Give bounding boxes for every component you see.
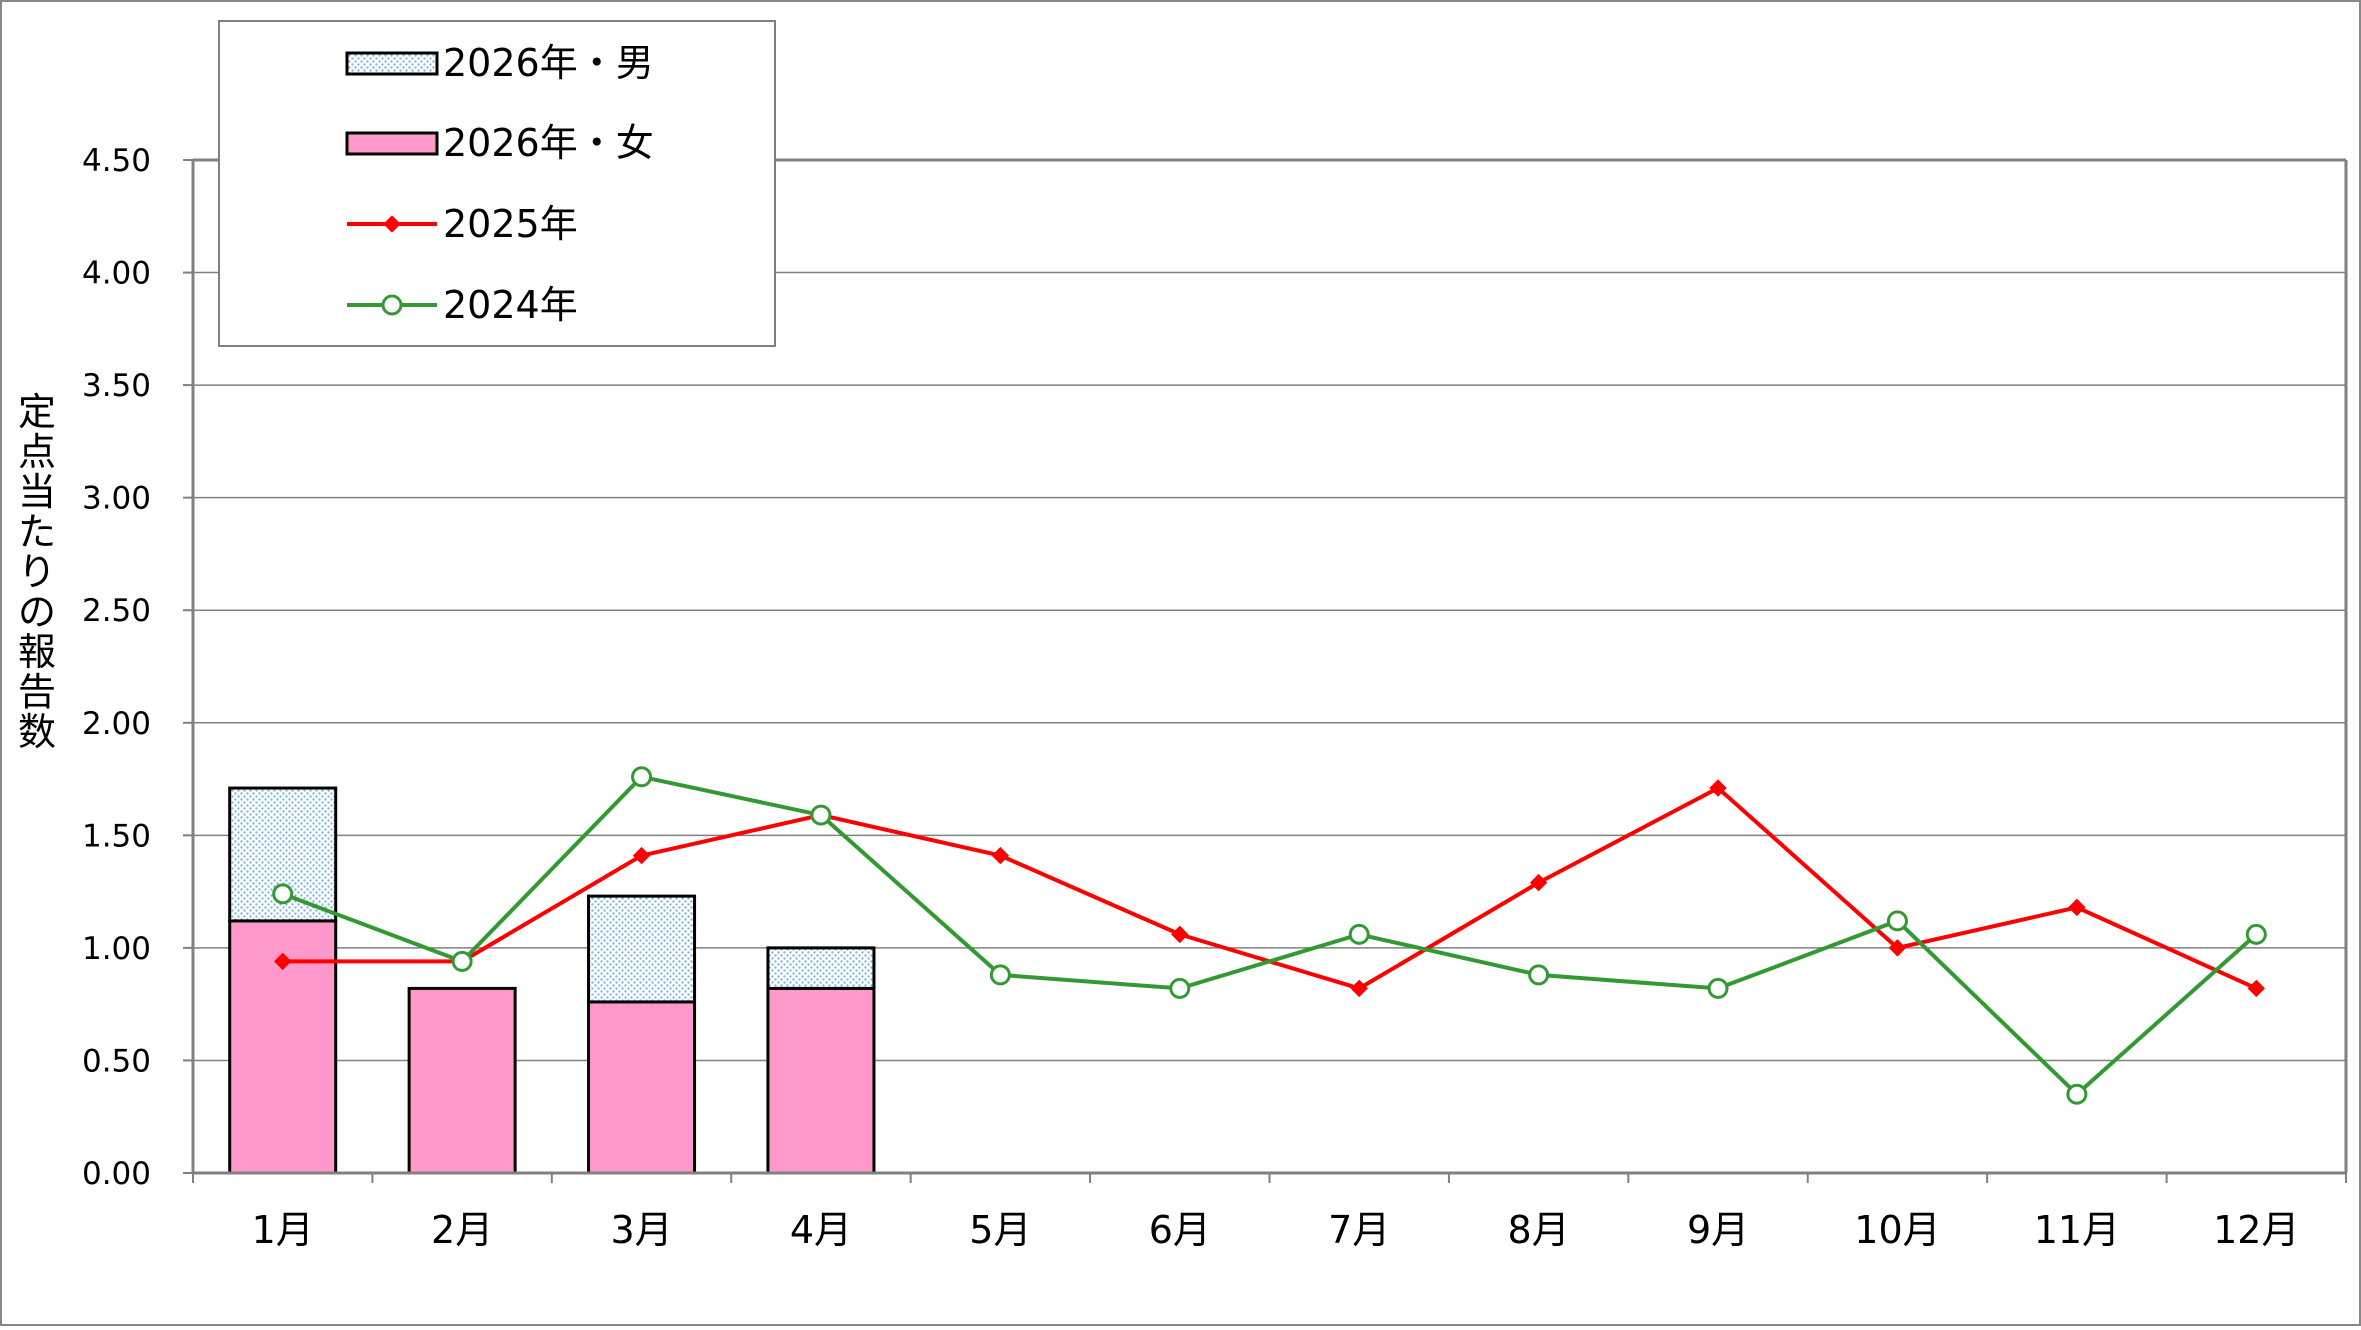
point-2024年-8 xyxy=(1528,964,1550,986)
x-tick-label-8: 8月 xyxy=(1508,1208,1570,1252)
legend-label-0: 2026年・男 xyxy=(443,41,654,85)
y-axis-label-char-2: 当 xyxy=(18,470,56,514)
y-tick-label-5: 2.50 xyxy=(82,593,151,629)
axes xyxy=(183,158,2348,1183)
point-2024年-12 xyxy=(2245,923,2267,945)
y-tick-label-8: 4.00 xyxy=(82,256,151,292)
legend-box xyxy=(218,20,776,347)
x-tick-labels: 1月 2月 3月 4月 5月 6月 7月 8月 9月 10月 11月 12月 xyxy=(252,1208,2300,1252)
bar-male-1 xyxy=(228,786,338,923)
y-axis-label-char-0: 定 xyxy=(18,390,56,434)
point-2024年-5 xyxy=(989,964,1011,986)
point-2024年-11 xyxy=(2066,1083,2088,1105)
y-axis-label-char-3: た xyxy=(18,510,56,554)
legend-label-1: 2026年・女 xyxy=(443,121,654,165)
point-2025年-7 xyxy=(1350,979,1368,998)
x-tick-label-12: 12月 xyxy=(2213,1208,2299,1252)
x-tick-label-9: 9月 xyxy=(1687,1208,1749,1252)
point-2025年-11 xyxy=(2068,898,2086,917)
legend-marker-3 xyxy=(381,294,403,316)
point-2025年-6 xyxy=(1171,925,1189,944)
bar-female-4 xyxy=(766,986,876,1175)
x-tick-label-4: 4月 xyxy=(790,1208,852,1252)
y-tick-label-1: 0.50 xyxy=(82,1043,151,1079)
point-2024年-10 xyxy=(1886,910,1908,932)
y-tick-label-4: 2.00 xyxy=(82,706,151,742)
bar-female-2 xyxy=(407,986,517,1175)
y-axis-label-char-4: り xyxy=(18,550,56,594)
point-2024年-3 xyxy=(631,766,653,788)
point-2024年-2 xyxy=(451,950,473,972)
bar-male-3 xyxy=(587,894,697,1004)
point-2025年-10 xyxy=(1888,939,1907,957)
x-tick-label-1: 1月 xyxy=(252,1208,314,1252)
legend-swatch-1 xyxy=(345,131,439,156)
x-tick-label-11: 11月 xyxy=(2034,1208,2120,1252)
y-tick-label-6: 3.00 xyxy=(82,481,151,517)
y-tick-label-2: 1.00 xyxy=(82,931,151,967)
point-2025年-12 xyxy=(2247,979,2265,998)
point-2025年-3 xyxy=(632,846,651,865)
y-axis-label-char-1: 点 xyxy=(18,430,56,474)
y-tick-label-3: 1.50 xyxy=(82,818,151,854)
y-tick-labels: 0.00 0.50 1.00 1.50 2.00 2.50 3.00 3.50 4.00 4.50 xyxy=(82,143,151,1192)
x-tick-label-10: 10月 xyxy=(1854,1208,1940,1252)
line-2024年 xyxy=(282,774,2258,1097)
y-tick-label-0: 0.00 xyxy=(82,1156,151,1192)
legend-label-2: 2025年 xyxy=(443,202,578,246)
legend-marker-2 xyxy=(383,215,401,233)
grid-lines xyxy=(193,159,2346,1062)
x-tick-label-7: 7月 xyxy=(1328,1208,1390,1252)
legend-swatch-0 xyxy=(345,51,439,76)
point-2024年-4 xyxy=(810,804,832,826)
point-2024年-7 xyxy=(1348,923,1370,945)
point-2024年-1 xyxy=(272,883,294,905)
bar-female-3 xyxy=(587,1000,697,1175)
x-tick-label-5: 5月 xyxy=(969,1208,1031,1252)
x-tick-label-3: 3月 xyxy=(610,1208,672,1252)
line-series xyxy=(272,766,2267,1105)
y-axis-label-char-7: 告 xyxy=(18,670,56,714)
y-axis-label-char-8: 数 xyxy=(18,710,56,754)
y-axis-label-char-5: の xyxy=(18,590,56,634)
y-axis-label-char-6: 報 xyxy=(18,630,56,674)
point-2025年-1 xyxy=(274,952,292,971)
legend: 2026年・男 2026年・女 2025年 2024年 xyxy=(218,20,776,347)
point-2025年-8 xyxy=(1529,873,1548,892)
y-tick-label-7: 3.50 xyxy=(82,368,151,404)
x-tick-label-2: 2月 xyxy=(431,1208,493,1252)
point-2024年-6 xyxy=(1169,977,1191,999)
y-tick-label-9: 4.50 xyxy=(82,143,151,179)
point-2024年-9 xyxy=(1707,977,1729,999)
legend-label-3: 2024年 xyxy=(443,283,578,327)
bar-male-4 xyxy=(766,946,876,990)
point-2025年-9 xyxy=(1709,779,1727,797)
point-2025年-5 xyxy=(991,846,1010,865)
x-tick-label-6: 6月 xyxy=(1149,1208,1211,1252)
